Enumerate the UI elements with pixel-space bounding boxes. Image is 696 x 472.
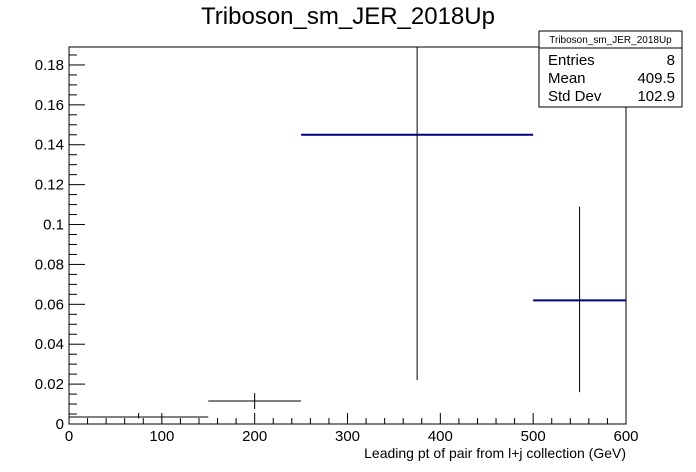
y-axis: 0 0.02 0.04 0.06 0.08 0.1 0.12 0.14 0.16 0.18 — [35, 54, 85, 433]
y-tick-label: 0 — [56, 416, 64, 433]
y-tick-label: 0.18 — [35, 57, 64, 74]
stats-mean-value: 409.5 — [637, 70, 675, 87]
x-tick-label: 100 — [149, 428, 174, 445]
stats-mean-label: Mean — [548, 70, 586, 87]
y-tick-label: 0.04 — [35, 336, 64, 353]
y-tick-label: 0.16 — [35, 97, 64, 114]
y-tick-label: 0.12 — [35, 177, 64, 194]
stats-stddev-label: Std Dev — [548, 88, 602, 105]
x-tick-label: 200 — [242, 428, 267, 445]
stats-box-frame — [538, 30, 683, 108]
histogram-bins — [69, 47, 626, 419]
x-tick-label: 600 — [613, 428, 638, 445]
chart-title: Triboson_sm_JER_2018Up — [201, 3, 495, 30]
y-tick-label: 0.06 — [35, 296, 64, 313]
y-tick-label: 0.08 — [35, 256, 64, 273]
stats-entries-label: Entries — [548, 52, 595, 69]
y-tick-label: 0.14 — [35, 137, 64, 154]
y-tick-label: 0.1 — [43, 217, 64, 234]
stats-entries-value: 8 — [667, 52, 675, 69]
x-tick-label: 400 — [428, 428, 453, 445]
stats-stddev-value: 102.9 — [637, 88, 675, 105]
x-axis-label: Leading pt of pair from l+j collection (… — [364, 445, 626, 461]
x-tick-label: 500 — [521, 428, 546, 445]
stats-title: Triboson_sm_JER_2018Up — [549, 35, 672, 46]
y-tick-label: 0.02 — [35, 376, 64, 393]
x-tick-label: 300 — [335, 428, 360, 445]
stats-box: Triboson_sm_JER_2018Up Entries 8 Mean 40… — [538, 30, 683, 108]
x-tick-label: 0 — [65, 428, 73, 445]
x-axis: 0 100 200 300 400 500 600 — [65, 413, 639, 445]
